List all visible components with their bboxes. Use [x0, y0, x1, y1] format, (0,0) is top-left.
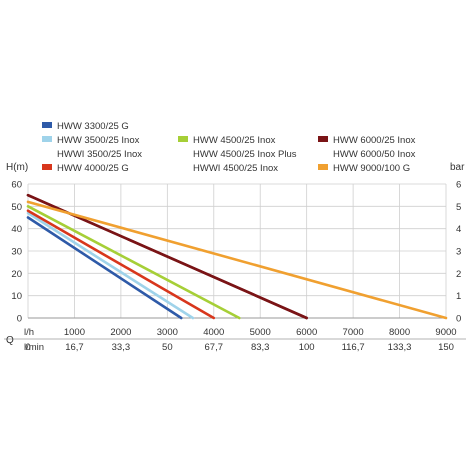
x-tick-label-lmin: 67,7: [205, 342, 224, 353]
legend-sub-hww-4500-plus: HWW 4500/25 Inox Plus: [193, 149, 297, 161]
series-line-0: [26, 216, 183, 320]
y-left-tick-label: 60: [11, 180, 22, 191]
x-tick-label-lh: 5000: [250, 327, 271, 338]
legend-swatch: [318, 136, 328, 142]
legend-label: HWW 6000/25 Inox: [333, 135, 416, 146]
x-tick-label-lmin: 16,7: [65, 342, 84, 353]
series-lines: [26, 193, 448, 320]
x-tick-label-lh: 4000: [203, 327, 224, 338]
x-tick-label-lmin: 116,7: [342, 342, 365, 353]
y-left-tick-label: 10: [11, 291, 22, 302]
legend-swatch: [42, 164, 52, 170]
legend-label: HWW 3500/25 Inox: [57, 135, 140, 146]
legend-swatch: [42, 136, 52, 142]
y-right-tick-label: 3: [456, 247, 461, 258]
x-tick-label-lmin: 83,3: [251, 342, 270, 353]
legend-label: HWW 4500/25 Inox Plus: [193, 149, 297, 160]
series-line-6: [26, 200, 448, 320]
y-left-tick-label: 30: [11, 247, 22, 258]
legend-label: HWW 9000/100 G: [333, 163, 411, 174]
legend-item-hww-3300: HWW 3300/25 G: [42, 121, 129, 133]
legend-swatch: [318, 164, 328, 170]
x-row2-label: l/min: [24, 342, 44, 353]
series-line-3: [26, 205, 241, 320]
legend-swatch: [42, 122, 52, 128]
legend-item-hww-4500: HWW 4500/25 Inox: [178, 135, 275, 147]
series-line-1: [26, 211, 195, 320]
x-tick-label-lmin: 0: [25, 342, 30, 353]
x-tick-label-lh: 8000: [389, 327, 410, 338]
series-line-2: [26, 209, 216, 320]
y-left-tick-label: 40: [11, 224, 22, 235]
y-right-tick-label: 6: [456, 180, 461, 191]
legend-label: HWWI 4500/25 Inox: [193, 163, 279, 174]
y-right-tick-label: 1: [456, 291, 461, 302]
legend-label: HWW 6000/50 Inox: [333, 149, 416, 160]
x-tick-label-lh: 9000: [435, 327, 456, 338]
legend-sub-hww-6000-50: HWW 6000/50 Inox: [333, 149, 415, 161]
x-tick-label-lmin: 33,3: [112, 342, 131, 353]
legend-item-hww-3500: HWW 3500/25 Inox: [42, 135, 139, 147]
legend-label: HWW 3300/25 G: [57, 121, 129, 132]
x-tick-label-lmin: 133,3: [388, 342, 412, 353]
x-row1-label: l/h: [24, 327, 34, 338]
tick-labels: 0 010 120 230 340 450 560 60100016,7200033,3300…: [11, 180, 461, 354]
x-tick-label-lmin: 100: [299, 342, 315, 353]
x-tick-label-lh: 2000: [110, 327, 131, 338]
legend-label: HWWI 3500/25 Inox: [57, 149, 143, 160]
x-tick-label-lh: 7000: [343, 327, 364, 338]
x-tick-label-lmin: 50: [162, 342, 173, 353]
x-tick-label-lh: 1000: [64, 327, 85, 338]
y-right-tick-label: 4: [456, 224, 461, 235]
y-left-label: H(m): [6, 162, 28, 173]
legend-item-hww-4000: HWW 4000/25 G: [42, 163, 129, 175]
legend-label: HWW 4000/25 G: [57, 163, 129, 174]
legend-label: HWW 4500/25 Inox: [193, 135, 276, 146]
legend-swatch: [178, 136, 188, 142]
legend-sub-hwwi-3500: HWWI 3500/25 Inox: [57, 149, 142, 161]
legend-item-hww-6000-25: HWW 6000/25 Inox: [318, 135, 415, 147]
legend-sub-hwwi-4500: HWWI 4500/25 Inox: [193, 163, 278, 175]
x-tick-label-lmin: 150: [438, 342, 454, 353]
y-left-tick-label: 0: [17, 314, 22, 325]
y-right-tick-label: 5: [456, 202, 461, 213]
legend-item-hww-9000: HWW 9000/100 G: [318, 163, 410, 175]
y-left-tick-label: 50: [11, 202, 22, 213]
y-right-label: bar: [450, 162, 465, 173]
y-right-tick-label: 0: [456, 314, 461, 325]
q-label: Q: [6, 335, 14, 346]
x-tick-label-lh: 3000: [157, 327, 178, 338]
y-left-tick-label: 20: [11, 269, 22, 280]
x-tick-label-lh: 6000: [296, 327, 317, 338]
axis-labels: H(m) bar l/h l/min Q: [6, 162, 465, 353]
y-right-tick-label: 2: [456, 269, 461, 280]
